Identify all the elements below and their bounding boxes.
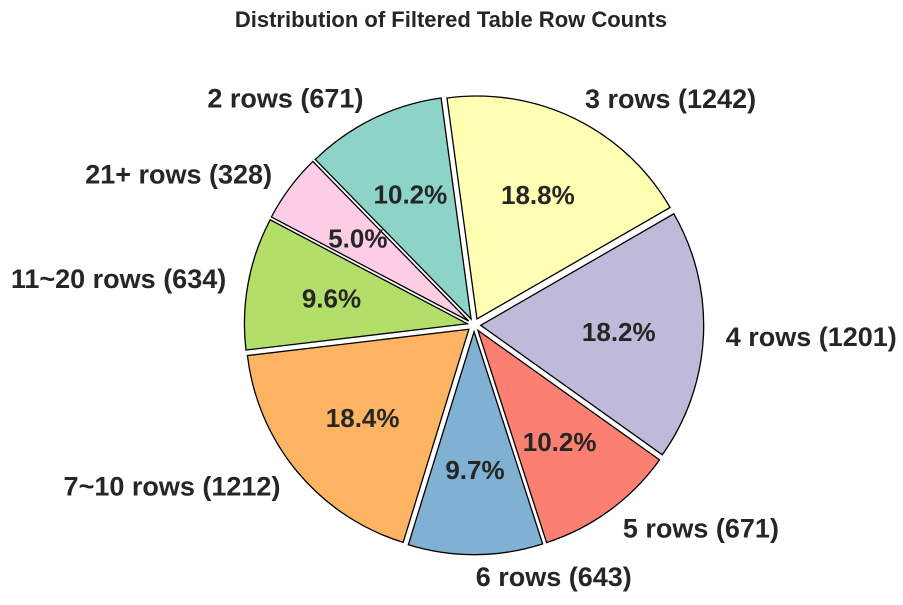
pie-percent-label: 5.0% [328,223,387,253]
pie-slice [314,97,472,321]
pie-percent-label: 18.4% [326,403,400,433]
pie-slice-label: 21+ rows (328) [85,159,272,189]
pie-slice [270,160,470,322]
pie-slice-label: 2 rows (671) [207,84,363,114]
pie-slice-label: 4 rows (1201) [726,322,897,352]
pie-slice [446,95,671,321]
pie-percent-label: 9.7% [445,455,504,485]
pie-wedges [243,95,705,556]
pie-slice-label: 6 rows (643) [476,562,632,592]
pie-slice-label: 3 rows (1242) [585,84,756,114]
pie-slice-label: 5 rows (671) [623,513,779,543]
pie-slice [246,328,470,544]
pie-percent-label: 18.2% [582,317,656,347]
pie-slice-labels: 3 rows (1242) 2 rows (671) 21+ rows (328) 1… [11,84,897,592]
pie-percent-label: 18.8% [501,180,575,210]
pie-percent-label: 9.6% [302,284,361,314]
pie-percent-label: 10.2% [523,427,597,457]
pie-percent-labels: 18.8% 10.2% 5.0% 9.6% 18.4% 9.7% 10.2% 18.2% [302,180,656,485]
pie-percent-label: 10.2% [374,180,448,210]
pie-slice [476,328,661,544]
pie-slice [479,212,705,456]
pie-slice [407,329,544,556]
pie-slice [243,218,470,351]
pie-slice-label: 7~10 rows (1212) [64,471,281,501]
chart-title: Distribution of Filtered Table Row Count… [235,7,667,32]
pie-slice-label: 11~20 rows (634) [11,264,226,294]
